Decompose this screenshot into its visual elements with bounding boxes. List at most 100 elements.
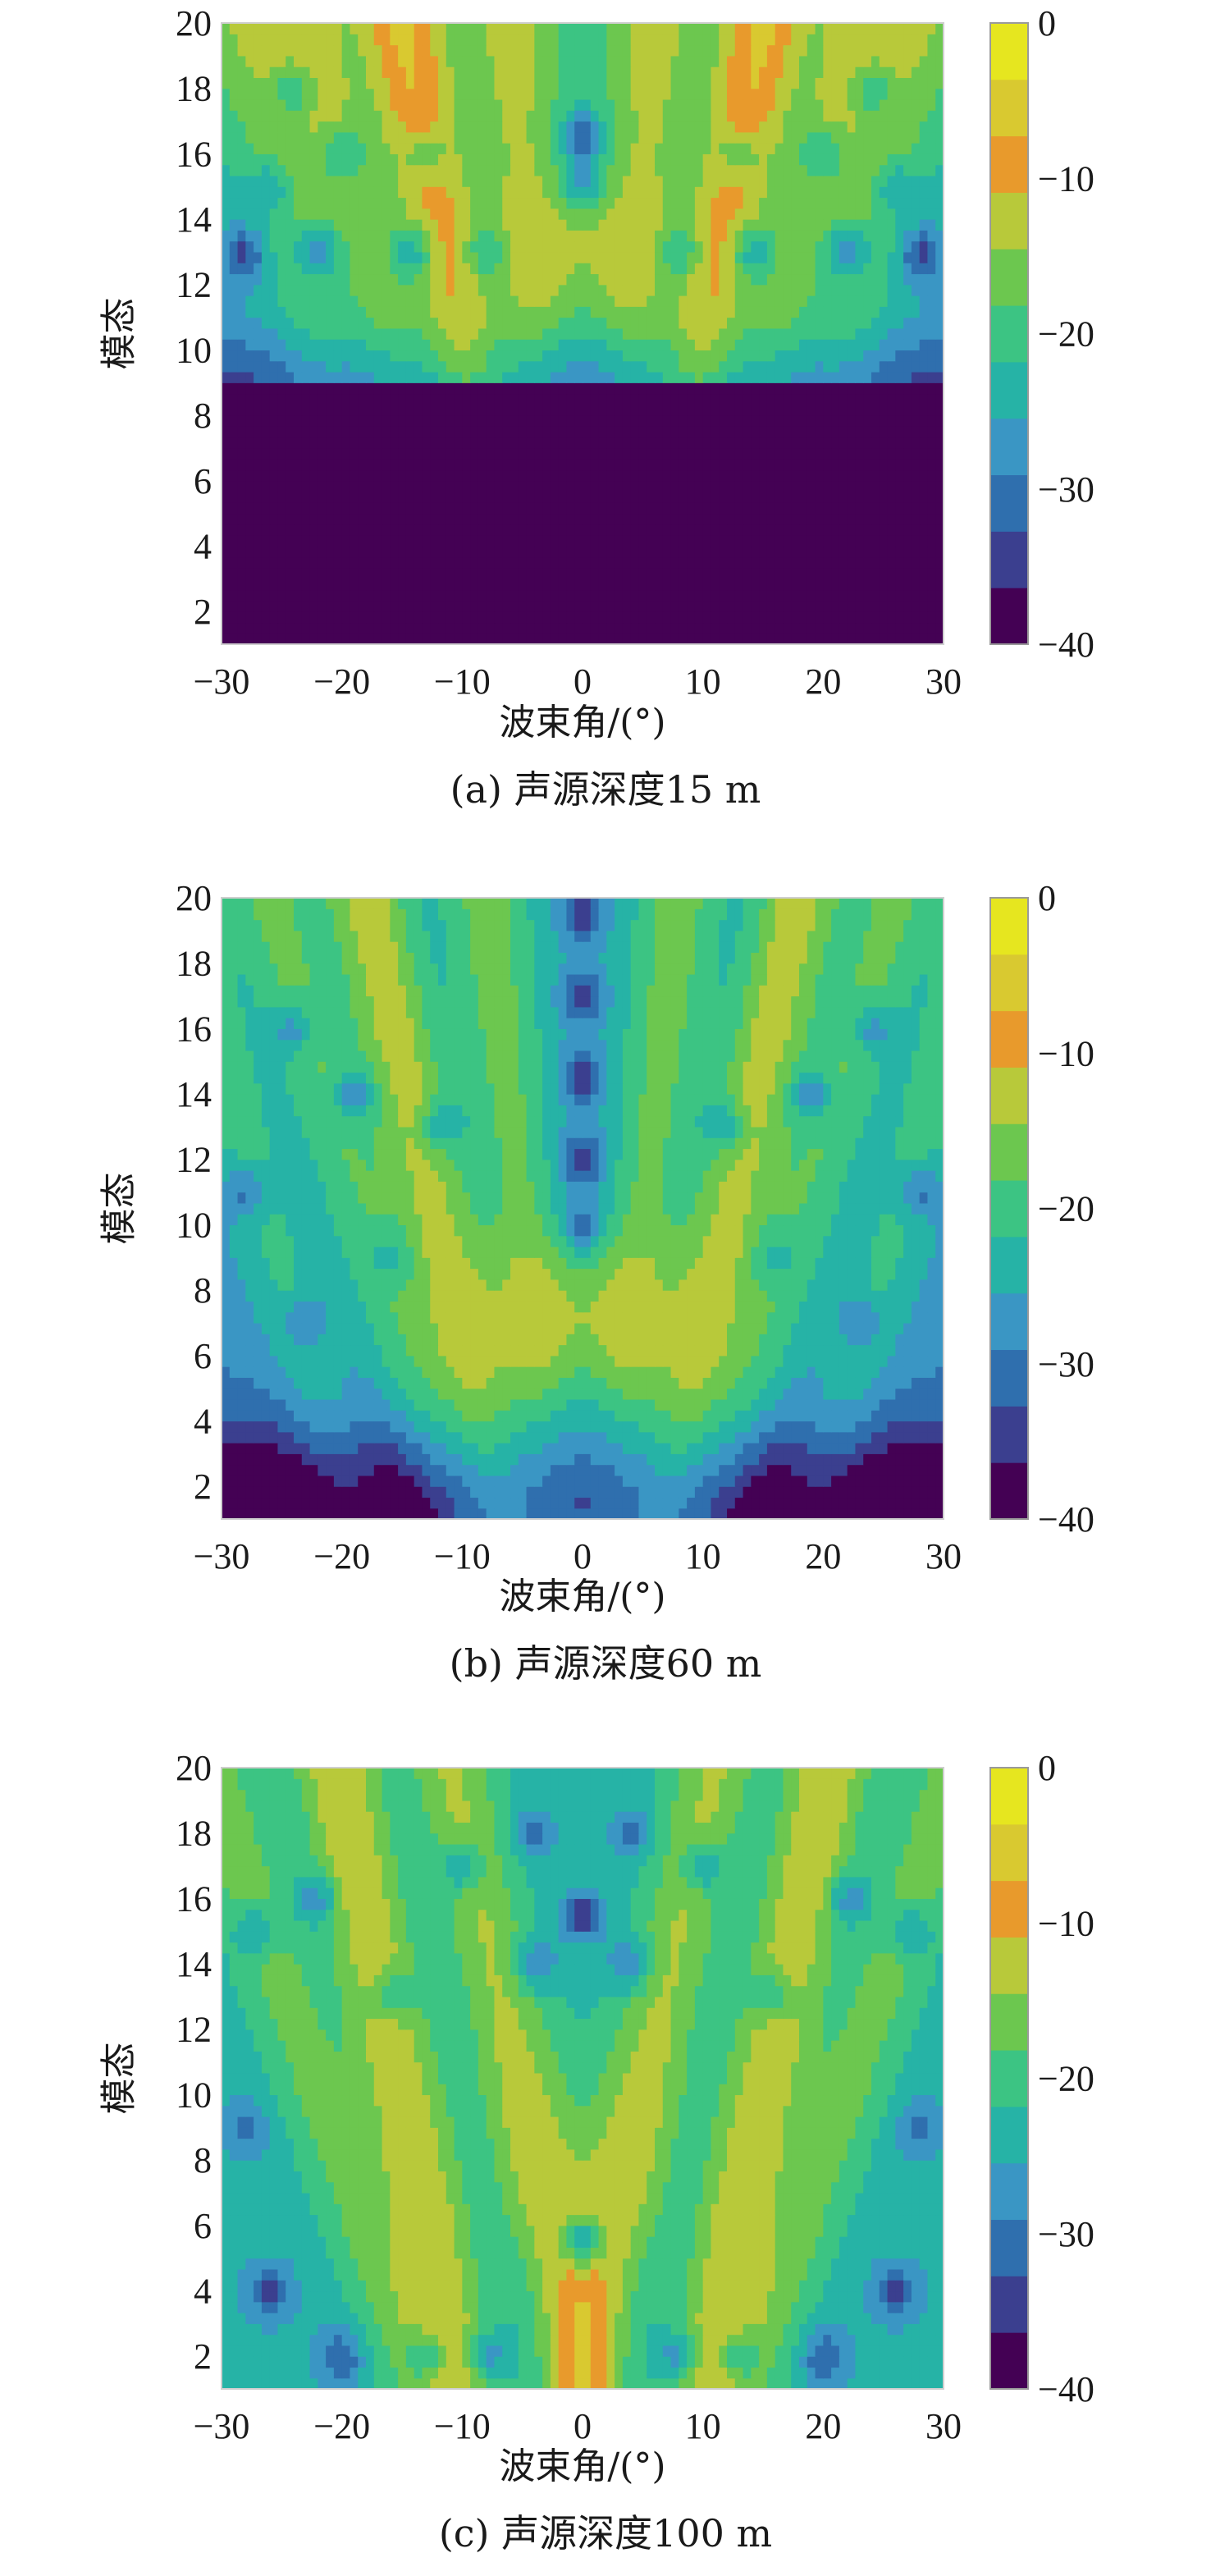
heatmap-cell <box>606 350 615 362</box>
heatmap-cell <box>670 110 679 122</box>
heatmap-cell <box>759 197 768 209</box>
heatmap-cell <box>847 219 857 231</box>
heatmap-cell <box>911 492 921 503</box>
heatmap-cell <box>887 415 896 427</box>
heatmap-cell <box>470 350 479 362</box>
heatmap-cell <box>333 306 343 318</box>
heatmap-cell <box>847 88 857 100</box>
heatmap-cell <box>502 263 511 275</box>
heatmap-cell <box>333 121 343 133</box>
heatmap-cell <box>494 284 503 296</box>
heatmap-cell <box>454 208 463 220</box>
heatmap-cell <box>462 404 471 416</box>
heatmap-cell <box>791 350 800 362</box>
heatmap-cell <box>454 284 463 296</box>
heatmap-cell <box>855 317 864 329</box>
heatmap-cell <box>879 469 889 482</box>
heatmap-cell <box>711 556 720 569</box>
heatmap-cell <box>286 77 295 89</box>
heatmap-cell <box>318 208 327 220</box>
heatmap-cell <box>254 77 263 89</box>
heatmap-cell <box>373 121 383 133</box>
heatmap-cell <box>903 360 912 373</box>
heatmap-cell <box>294 339 303 351</box>
heatmap-cell <box>751 143 760 154</box>
heatmap-cell <box>615 535 624 547</box>
heatmap-cell <box>590 502 600 515</box>
heatmap-cell <box>438 350 447 362</box>
heatmap-cell <box>638 131 647 144</box>
heatmap-cell <box>751 230 760 242</box>
heatmap-cell <box>286 404 295 416</box>
heatmap-cell <box>855 77 864 89</box>
heatmap-cell <box>269 208 279 220</box>
heatmap-cell <box>919 524 929 536</box>
heatmap-cell <box>615 143 624 154</box>
heatmap-cell <box>454 622 463 634</box>
heatmap-cell <box>935 611 944 624</box>
heatmap-cell <box>229 371 239 383</box>
heatmap-cell <box>887 44 896 57</box>
heatmap-cell <box>935 208 944 220</box>
heatmap-cell <box>759 360 768 373</box>
heatmap-cell <box>390 600 399 612</box>
heatmap-cell <box>366 415 375 427</box>
heatmap-cell <box>839 284 848 296</box>
heatmap-cell <box>261 437 271 449</box>
heatmap-cell <box>502 426 511 438</box>
heatmap-cell <box>558 579 568 591</box>
heatmap-cell <box>494 459 503 471</box>
heatmap-cell <box>615 131 624 144</box>
heatmap-cell <box>286 382 295 395</box>
heatmap-cell <box>518 535 528 547</box>
heatmap-cell <box>655 426 664 438</box>
heatmap-cell <box>237 502 246 515</box>
heatmap-cell <box>414 469 423 482</box>
heatmap-cell <box>719 556 728 569</box>
heatmap-cell <box>903 600 912 612</box>
heatmap-cell <box>333 251 343 263</box>
heatmap-cell <box>542 164 551 176</box>
heatmap-cell <box>566 66 575 78</box>
heatmap-cell <box>261 492 271 503</box>
heatmap-cell <box>895 404 904 416</box>
heatmap-cell <box>911 164 921 176</box>
heatmap-cell <box>350 360 359 373</box>
heatmap-cell <box>502 44 511 57</box>
heatmap-cell <box>373 98 383 111</box>
heatmap-cell <box>583 469 592 482</box>
heatmap-cell <box>526 240 535 253</box>
heatmap-cell <box>791 492 800 503</box>
heatmap-cell <box>382 546 391 558</box>
heatmap-cell <box>269 568 279 579</box>
heatmap-cell <box>863 589 872 602</box>
heatmap-cell <box>887 633 896 645</box>
heatmap-cell <box>719 633 728 645</box>
heatmap-cell <box>903 98 912 111</box>
heatmap-cell <box>422 208 431 220</box>
heatmap-cell <box>791 295 800 307</box>
heatmap-cell <box>647 197 656 209</box>
heatmap-cell <box>766 382 776 395</box>
heatmap-cell <box>534 546 543 558</box>
heatmap-cell <box>935 164 944 176</box>
heatmap-cell <box>823 502 832 515</box>
heatmap-cell <box>743 208 752 220</box>
heatmap-cell <box>590 568 600 579</box>
heatmap-cell <box>309 317 318 329</box>
heatmap-cell <box>277 295 286 307</box>
heatmap-cell <box>687 339 696 351</box>
heatmap-cell <box>670 153 679 166</box>
heatmap-cell <box>470 121 479 133</box>
heatmap-cell <box>799 611 808 624</box>
heatmap-cell <box>301 622 311 634</box>
heatmap-cell <box>687 360 696 373</box>
heatmap-cell <box>542 251 551 263</box>
heatmap-cell <box>414 317 423 329</box>
heatmap-cell <box>534 197 543 209</box>
heatmap-cell <box>382 556 391 569</box>
heatmap-cell <box>341 535 351 547</box>
heatmap-cell <box>254 339 263 351</box>
heatmap-cell <box>815 121 824 133</box>
heatmap-cell <box>254 240 263 253</box>
